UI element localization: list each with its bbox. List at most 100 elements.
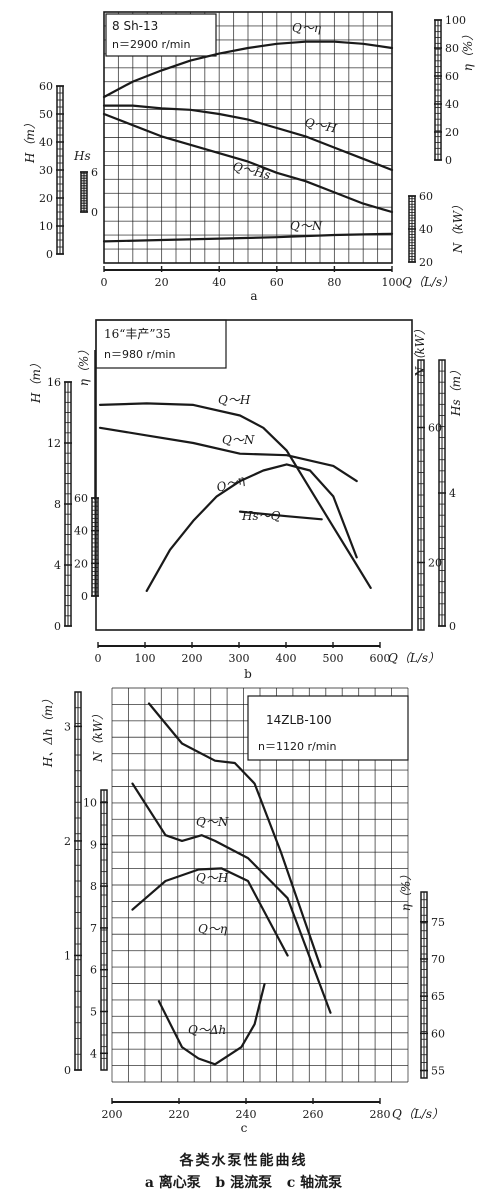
panel-b-curve-q-2: [145, 463, 358, 592]
figure-caption-title: 各类水泵性能曲线: [179, 1153, 308, 1169]
panel-a-label-Q-eta: Q～η: [292, 21, 322, 35]
panel-a-x-axis-tick-label-60: 60: [270, 276, 284, 289]
panel-a-Hs-scale-tick-label-0: 0: [91, 206, 98, 219]
panel-a-title-box: [105, 13, 217, 57]
panel-c-curve-q-2: [131, 867, 289, 957]
panel-c-curve-q-h-1: [131, 782, 332, 1014]
panel-b-x-axis-tick-label-0: 0: [95, 652, 102, 665]
panel-a-N-scale-tick-label-60: 60: [419, 190, 433, 203]
panel-b-H-scale-tick-label-0: 0: [54, 620, 61, 633]
panel-a-label-Q-N: Q～N: [290, 219, 323, 233]
panel-a-x-axis-tick-label-20: 20: [155, 276, 169, 289]
panel-a-H-scale-tick-label-40: 40: [39, 136, 53, 149]
panel-a-H-scale-tick-label-20: 20: [39, 192, 53, 205]
panel-b-label-Hs-Q: Hs～Q: [241, 509, 281, 523]
panel-c-title-box: [247, 695, 409, 761]
panel-b-eta-scale-tick-label-0: 0: [81, 590, 88, 603]
panel-c-N-scale-tick-label-4: 4: [90, 1047, 97, 1060]
panel-a-N-scale-tick-label-40: 40: [419, 223, 433, 236]
panel-c-eta-scale-tick-label-75: 75: [431, 916, 445, 929]
panel-a-x-axis-tick-label-0: 0: [101, 276, 108, 289]
panel-a-eta-scale: 0 20 40 60 80 100: [434, 14, 466, 167]
panel-c-H-scale-tick-label-0: 0: [64, 1064, 71, 1077]
panel-c-eta-label: η（%）: [399, 869, 413, 912]
panel-a-eta-label: η（%）: [461, 29, 475, 72]
panel-c-x-axis-tick-label-240: 240: [236, 1108, 257, 1121]
panel-b-H-scale-tick-label-8: 8: [54, 498, 61, 511]
panel-c-x-axis-tick-label-220: 220: [169, 1108, 190, 1121]
panel-c-subtitle: n＝1120 r/min: [258, 740, 336, 753]
panel-b-title: 16“丰产”35: [104, 327, 171, 341]
panel-c-x-axis-tick-label-260: 260: [303, 1108, 324, 1121]
panel-c-x-axis: 200 220 240 260 280: [102, 1098, 391, 1121]
panel-b-label-Q-H: Q～H: [218, 393, 251, 407]
panel-b-curve-q-n-1: [98, 426, 358, 483]
panel-a-eta-scale-tick-label-20: 20: [445, 126, 459, 139]
panel-c-curve-q-h-3: [157, 983, 266, 1066]
panel-c-H-scale-tick-label-2: 2: [64, 835, 71, 848]
panel-b-frame: [95, 319, 413, 631]
panel-c-H-scale: 0 1 2 3: [64, 691, 82, 1077]
panel-c-N-label: N（kW）: [91, 708, 105, 763]
panel-c-N-scale-tick-label-7: 7: [90, 922, 97, 935]
panel-a-N-label: N（kW）: [451, 199, 465, 254]
panel-b-x-axis-tick-label-400: 400: [276, 652, 297, 665]
panel-c-label-Q-eta: Q～η: [198, 922, 228, 936]
panel-b-Hs-label: Hs（m）: [449, 364, 463, 417]
panel-c-H-scale-tick-label-1: 1: [64, 949, 71, 962]
panel-b-x-axis: 0 100 200 300 400 500 600: [95, 642, 391, 665]
panel-c-N-scale-tick-label-6: 6: [90, 964, 97, 977]
panel-b-x-axis-tick-label-100: 100: [135, 652, 156, 665]
panel-b-x-axis-tick-label-600: 600: [370, 652, 391, 665]
panel-b-curve-q-h-0: [98, 402, 372, 589]
panel-c-x-axis-tick-label-280: 280: [370, 1108, 391, 1121]
panel-a-x-axis-tick-label-80: 80: [327, 276, 341, 289]
panel-a-label-Q-Hs: Q～Hs: [231, 159, 272, 182]
panel-c-x-axis-tick-label-200: 200: [102, 1108, 123, 1121]
panel-b-subtitle: n＝980 r/min: [104, 348, 175, 361]
panel-c-eta-scale: 55 60 65 70 75: [420, 891, 445, 1079]
panel-c-N-scale-tick-label-8: 8: [90, 880, 97, 893]
figure-caption-subtitle: a 离心泵 b 混流泵 c 轴流泵: [144, 1175, 343, 1191]
panel-b-label-Q-N: Q～N: [222, 433, 255, 447]
panel-c-label-Q-N: Q～N: [196, 815, 229, 829]
panel-c-H-scale-tick-label-3: 3: [64, 720, 71, 733]
panel-c-eta-scale-tick-label-70: 70: [431, 953, 445, 966]
panel-c-letter: c: [241, 1121, 248, 1135]
panel-b-H-scale: 0 4 8 12 16: [47, 376, 72, 633]
panel-c-N-scale-tick-label-9: 9: [90, 838, 97, 851]
panel-a-H-scale-tick-label-10: 10: [39, 220, 53, 233]
panel-b-letter: b: [244, 667, 252, 681]
panel-b-N-label: N（kW）: [413, 323, 427, 378]
panel-a-curve-q-n-3: [102, 232, 394, 243]
panel-b-N-scale-tick-label-60: 60: [428, 422, 442, 435]
panel-b-curve-hs-q-3: [238, 510, 323, 521]
panel-a-letter: a: [250, 289, 257, 303]
panel-c-N-scale-tick-label-5: 5: [90, 1005, 97, 1018]
panel-c-label-Q-H: Q～H: [196, 871, 229, 885]
panel-a-N-scale-tick-label-20: 20: [419, 256, 433, 269]
panel-c-curve-q-n-0: [147, 702, 322, 968]
panel-b-Hs-scale: 04: [438, 359, 456, 633]
panel-b-Hs-scale-tick-label-0: 0: [449, 620, 456, 633]
panel-c-N-scale: 4 5 6 7 8 9 10: [83, 789, 108, 1071]
panel-a-H-label: H（m）: [23, 117, 37, 164]
panel-a-H-scale-tick-label-30: 30: [39, 164, 53, 177]
panel-a-eta-scale-tick-label-0: 0: [445, 154, 452, 167]
panel-a-eta-scale-tick-label-40: 40: [445, 98, 459, 111]
panel-a-curve-q-hs-2: [102, 112, 394, 214]
panel-b-eta-scale: 0 20 40 60: [74, 492, 99, 603]
panel-b-H-label: H（m）: [29, 357, 43, 404]
panel-a-Hs-label: Hs: [73, 149, 91, 163]
panel-a-Hs-scale-tick-label-6: 6: [91, 166, 98, 179]
panel-a-curve-q-h-1: [102, 104, 394, 172]
panel-b-eta-scale-tick-label-20: 20: [74, 557, 88, 570]
panel-c-eta-scale-tick-label-60: 60: [431, 1027, 445, 1040]
panel-a-H-scale-tick-label-0: 0: [46, 248, 53, 261]
panel-a-title: 8 Sh-13: [112, 19, 158, 33]
panel-b-x-axis-tick-label-500: 500: [323, 652, 344, 665]
panel-b-H-scale-tick-label-4: 4: [54, 559, 61, 572]
panel-b-H-scale-tick-label-16: 16: [47, 376, 61, 389]
